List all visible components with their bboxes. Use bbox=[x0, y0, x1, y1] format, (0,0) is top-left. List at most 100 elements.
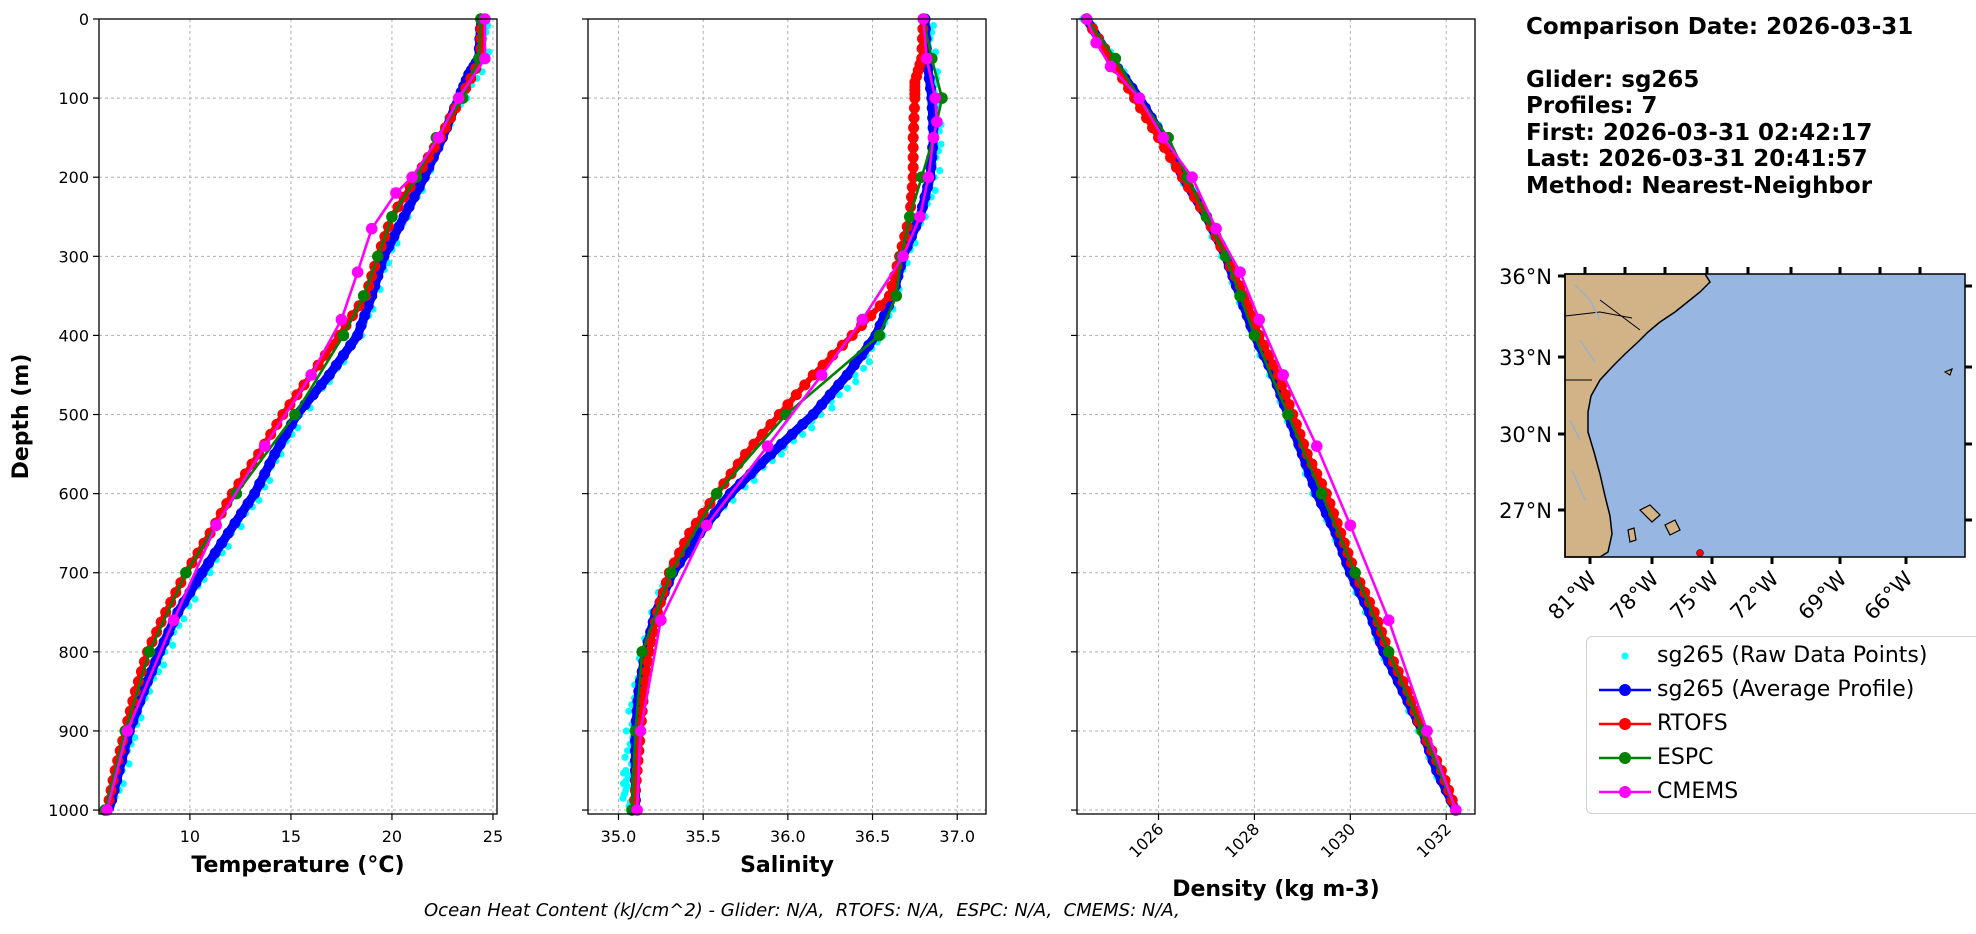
series-sg265-average-profile bbox=[1081, 13, 1460, 813]
series-point bbox=[406, 171, 418, 184]
series-point bbox=[1133, 92, 1146, 104]
raw-point bbox=[625, 707, 633, 715]
series-point bbox=[907, 171, 919, 183]
series-point bbox=[330, 359, 342, 371]
series-point bbox=[841, 369, 853, 381]
lat-tick-label: 33°N bbox=[1499, 346, 1552, 370]
raw-point bbox=[191, 595, 199, 603]
legend-label-espc: ESPC bbox=[1657, 745, 1714, 770]
series-point bbox=[807, 369, 819, 381]
series-point bbox=[390, 187, 402, 199]
raw-point bbox=[860, 364, 868, 372]
profile-panel-3: 1026 1028 1030 1032 Density (kg m-3) bbox=[1071, 13, 1476, 902]
series-point bbox=[922, 171, 935, 184]
x-axis-label: Salinity bbox=[740, 853, 834, 878]
profile-panel-1: 0 100 200 300 400 500 600 700 800 900 1000 10 15 20 25… bbox=[9, 10, 503, 878]
series-point bbox=[1382, 646, 1395, 658]
series-point bbox=[1277, 369, 1289, 381]
lat-tick-label: 27°N bbox=[1499, 499, 1552, 523]
series-point bbox=[755, 458, 767, 470]
series-point bbox=[1234, 290, 1246, 302]
raw-point bbox=[125, 760, 133, 768]
map-frame bbox=[1564, 273, 1966, 558]
series-point bbox=[479, 52, 491, 65]
series-point bbox=[931, 116, 943, 128]
legend-item-cmems: CMEMS bbox=[1587, 775, 1976, 809]
raw-point bbox=[180, 615, 188, 623]
legend-swatch-average bbox=[1599, 684, 1651, 696]
x-tick-label: 25 bbox=[483, 827, 503, 846]
y-tick-label: 0 bbox=[79, 10, 89, 29]
series-point bbox=[388, 231, 400, 243]
series-point bbox=[797, 418, 809, 430]
series-point bbox=[782, 399, 794, 411]
series-point bbox=[351, 266, 364, 278]
series-point bbox=[909, 92, 921, 104]
series-point bbox=[180, 566, 192, 579]
series-espc bbox=[99, 13, 487, 816]
series-point bbox=[355, 320, 367, 332]
series-point bbox=[897, 250, 909, 263]
series-point bbox=[452, 92, 465, 104]
series-point bbox=[190, 577, 202, 589]
series-point bbox=[761, 440, 774, 452]
comparison-info: Comparison Date: 2026-03-31 Glider: sg265… bbox=[1526, 14, 1913, 199]
x-tick-label: 36.0 bbox=[770, 827, 806, 846]
series-point bbox=[710, 487, 723, 500]
series-point bbox=[408, 191, 420, 203]
series-point bbox=[929, 92, 941, 104]
y-tick-label: 600 bbox=[58, 485, 89, 504]
y-tick-label: 1000 bbox=[48, 801, 89, 820]
series-point bbox=[1171, 161, 1182, 173]
raw-point bbox=[929, 21, 937, 30]
last-time: Last: 2026-03-31 20:41:57 bbox=[1526, 146, 1868, 172]
series-point bbox=[665, 566, 677, 579]
series-point bbox=[1344, 519, 1357, 532]
series-point bbox=[1282, 408, 1294, 421]
raw-point bbox=[266, 476, 274, 485]
series-point bbox=[1382, 614, 1395, 626]
map-rivers bbox=[1569, 284, 1601, 501]
ocean-heat-content-note: Ocean Heat Content (kJ/cm^2) - Glider: N… bbox=[424, 900, 1180, 921]
map-state-borders bbox=[1564, 299, 1641, 381]
raw-point bbox=[619, 794, 627, 802]
raw-point bbox=[624, 747, 632, 755]
legend-label-rtofs: RTOFS bbox=[1657, 711, 1728, 736]
lon-tick-label: 69°W bbox=[1794, 566, 1852, 624]
series-point bbox=[645, 636, 657, 648]
series-point bbox=[383, 240, 395, 252]
lat-tick-label: 30°N bbox=[1499, 423, 1552, 447]
y-tick-label: 100 bbox=[58, 89, 89, 108]
raw-point bbox=[160, 661, 168, 669]
raw-point bbox=[621, 753, 629, 761]
series-point bbox=[1258, 339, 1270, 351]
series-point bbox=[907, 132, 919, 144]
series-point bbox=[1283, 399, 1295, 411]
series-point bbox=[393, 221, 405, 233]
series-point bbox=[908, 112, 920, 124]
y-tick-label: 500 bbox=[58, 406, 89, 425]
y-tick-label: 400 bbox=[58, 326, 89, 345]
legend-swatch-cmems bbox=[1599, 786, 1651, 798]
x-tick-label: 36.5 bbox=[855, 827, 891, 846]
first-time: First: 2026-03-31 02:42:17 bbox=[1526, 119, 1873, 146]
series-point bbox=[640, 666, 652, 678]
raw-point bbox=[169, 641, 177, 649]
grid bbox=[99, 18, 497, 814]
series-point bbox=[833, 379, 845, 391]
raw-point bbox=[828, 404, 836, 412]
profile-count: Profiles: 7 bbox=[1526, 93, 1658, 119]
raw-point bbox=[622, 727, 630, 735]
legend-swatch-espc bbox=[1599, 752, 1651, 764]
series-point bbox=[1210, 222, 1222, 235]
series-point bbox=[907, 151, 919, 163]
series-point bbox=[337, 349, 349, 361]
y-tick-label: 800 bbox=[58, 643, 89, 662]
series-point bbox=[372, 250, 384, 263]
x-tick-label: 10 bbox=[180, 827, 200, 846]
series-point bbox=[908, 122, 920, 134]
series-point bbox=[1450, 804, 1462, 816]
lon-tick-label: 72°W bbox=[1726, 566, 1784, 624]
series-point bbox=[848, 359, 860, 371]
series-point bbox=[1157, 131, 1170, 144]
